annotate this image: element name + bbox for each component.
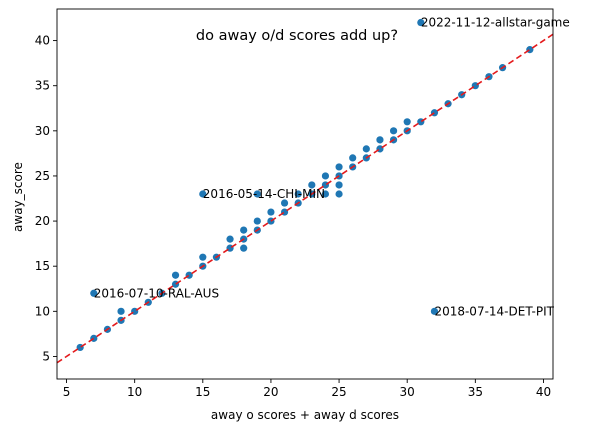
x-axis: 5 10 15 20 25 30 35 40 bbox=[63, 379, 551, 399]
y-tick-label: 30 bbox=[35, 124, 50, 138]
data-point bbox=[90, 289, 98, 297]
data-point bbox=[403, 118, 411, 126]
x-tick-label: 15 bbox=[195, 385, 210, 399]
data-point bbox=[362, 145, 370, 153]
data-point bbox=[226, 235, 234, 243]
y-tick-label: 25 bbox=[35, 169, 50, 183]
annotation-label: 2022-11-12-allstar-game bbox=[421, 16, 570, 30]
y-tick-label: 35 bbox=[35, 79, 50, 93]
data-point bbox=[321, 190, 330, 198]
x-tick-label: 20 bbox=[263, 385, 278, 399]
data-point bbox=[253, 190, 261, 198]
data-point bbox=[171, 271, 180, 279]
annotations-layer: 2022-11-12-allstar-game 2016-05-14-CHI-MI… bbox=[94, 16, 570, 319]
data-point bbox=[267, 208, 275, 216]
data-point bbox=[117, 307, 125, 315]
annotation-label: 2016-07-10-RAL-AUS bbox=[94, 286, 219, 300]
data-point bbox=[294, 190, 302, 198]
y-axis-label: away_score bbox=[11, 162, 25, 232]
y-tick-label: 5 bbox=[42, 349, 50, 363]
data-point bbox=[335, 163, 343, 171]
annotation-label: 2018-07-14-DET-PIT bbox=[434, 304, 554, 318]
x-tick-label: 30 bbox=[400, 385, 415, 399]
data-point bbox=[335, 190, 343, 198]
y-tick-label: 20 bbox=[35, 214, 50, 228]
data-point bbox=[349, 154, 357, 162]
plot-frame bbox=[56, 8, 554, 380]
points-layer bbox=[76, 18, 534, 352]
y-tick-label: 10 bbox=[35, 304, 50, 318]
reference-line-layer bbox=[56, 33, 554, 364]
data-point bbox=[417, 18, 425, 27]
data-point bbox=[199, 190, 207, 198]
reference-line bbox=[56, 33, 554, 364]
data-point bbox=[389, 127, 398, 135]
x-axis-label: away o scores + away d scores bbox=[211, 408, 399, 422]
y-tick-label: 15 bbox=[35, 259, 50, 273]
y-axis: 5 10 15 20 25 30 35 40 bbox=[35, 34, 57, 363]
x-tick-label: 5 bbox=[63, 385, 71, 399]
data-point bbox=[376, 136, 384, 144]
data-point bbox=[280, 199, 289, 207]
chart-title: do away o/d scores add up? bbox=[196, 28, 398, 44]
data-point bbox=[240, 226, 248, 234]
data-point bbox=[240, 244, 248, 252]
x-tick-label: 35 bbox=[468, 385, 483, 399]
data-point bbox=[321, 172, 330, 180]
data-point bbox=[253, 217, 261, 225]
data-point bbox=[308, 181, 316, 189]
annotation-label: 2016-05-14-CHI-MIN bbox=[203, 187, 325, 201]
data-point bbox=[199, 253, 207, 261]
data-point bbox=[430, 307, 439, 315]
data-point bbox=[335, 181, 343, 189]
x-tick-label: 40 bbox=[536, 385, 551, 399]
x-tick-label: 25 bbox=[331, 385, 346, 399]
x-tick-label: 10 bbox=[127, 385, 142, 399]
y-tick-label: 40 bbox=[35, 34, 50, 48]
